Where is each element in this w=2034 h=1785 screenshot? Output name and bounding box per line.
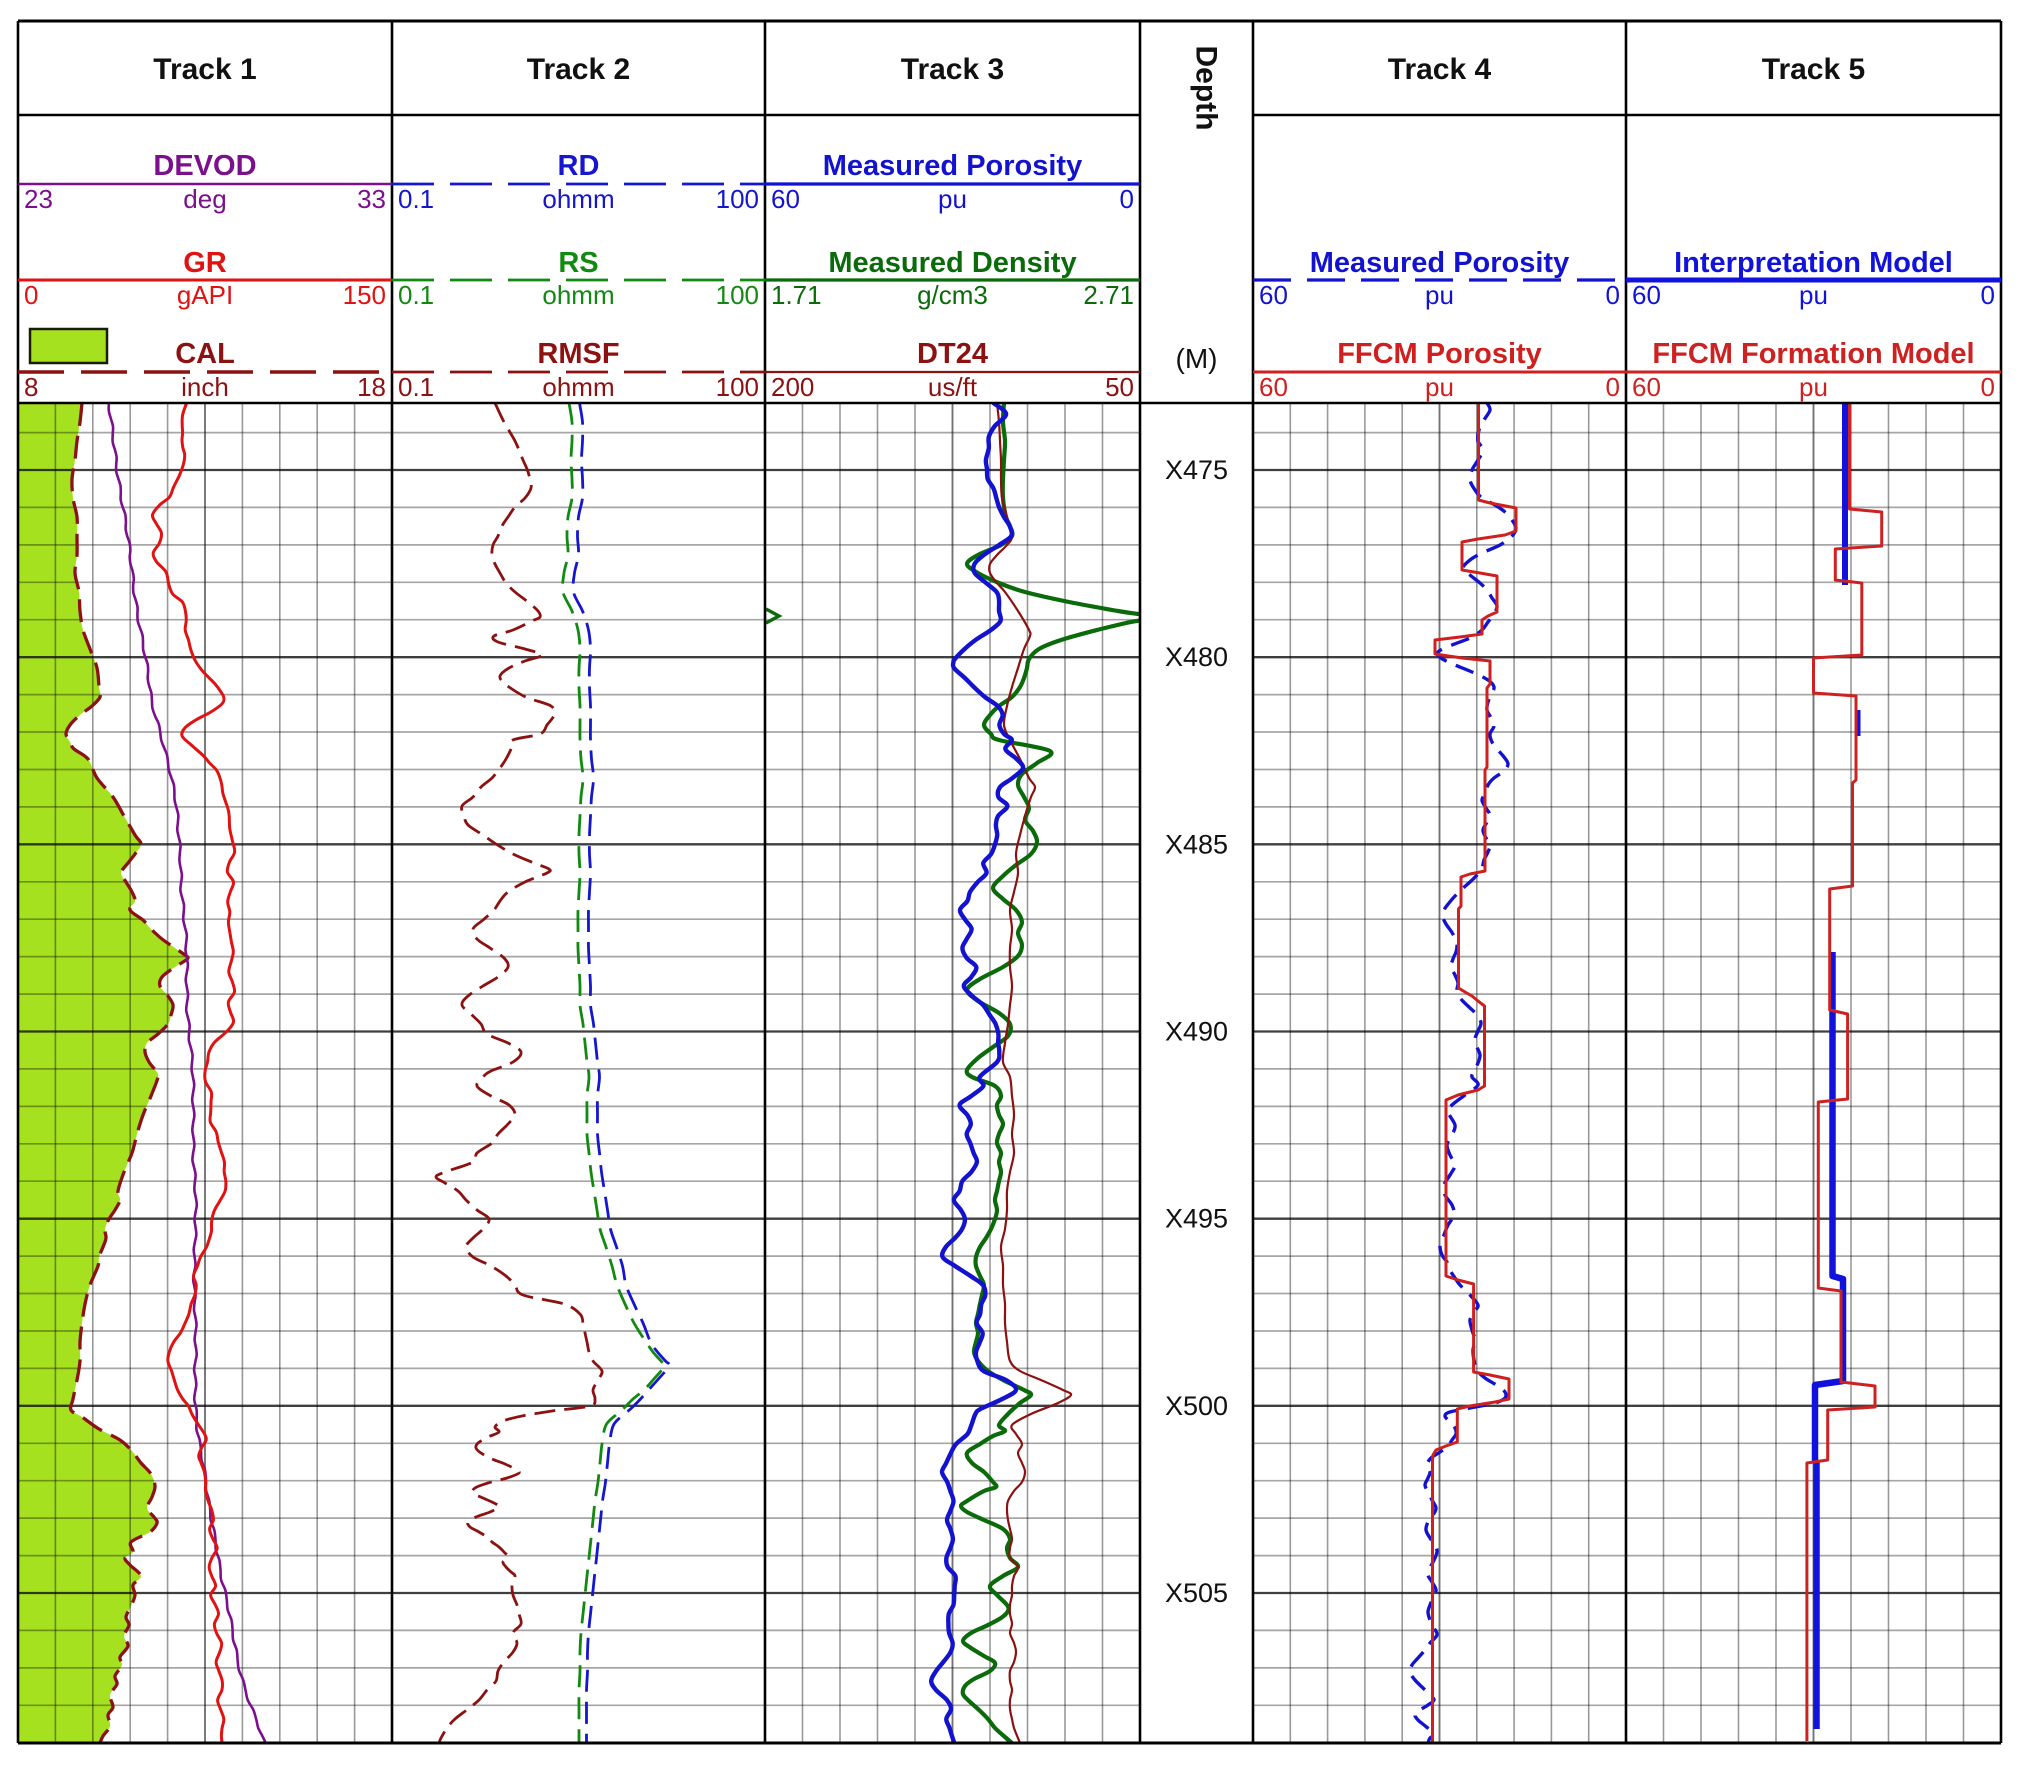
svg-text:Measured Porosity: Measured Porosity: [1310, 247, 1569, 279]
svg-text:ohmm: ohmm: [542, 184, 614, 214]
svg-text:Depth: Depth: [1190, 46, 1223, 131]
svg-text:200: 200: [771, 372, 814, 402]
svg-text:0: 0: [1606, 280, 1620, 310]
svg-text:18: 18: [357, 372, 386, 402]
svg-text:0: 0: [1606, 372, 1620, 402]
svg-text:DT24: DT24: [917, 338, 988, 370]
svg-text:0: 0: [1981, 372, 1995, 402]
svg-text:Track 4: Track 4: [1388, 53, 1492, 86]
svg-text:60: 60: [1259, 372, 1288, 402]
svg-text:100: 100: [716, 184, 759, 214]
svg-text:2.71: 2.71: [1083, 280, 1134, 310]
svg-text:pu: pu: [1799, 280, 1828, 310]
svg-text:FFCM Formation Model: FFCM Formation Model: [1652, 338, 1974, 370]
svg-text:X490: X490: [1165, 1017, 1228, 1047]
svg-text:X480: X480: [1165, 642, 1228, 672]
svg-text:Interpretation Model: Interpretation Model: [1674, 247, 1953, 279]
svg-text:Track 5: Track 5: [1762, 53, 1865, 86]
svg-text:X500: X500: [1165, 1391, 1228, 1421]
svg-text:0: 0: [1981, 280, 1995, 310]
svg-text:FFCM Porosity: FFCM Porosity: [1337, 338, 1542, 370]
svg-text:60: 60: [771, 184, 800, 214]
svg-text:RD: RD: [558, 150, 600, 182]
svg-text:X485: X485: [1165, 829, 1228, 859]
svg-text:60: 60: [1632, 280, 1661, 310]
svg-text:GR: GR: [183, 247, 227, 279]
svg-text:Measured Porosity: Measured Porosity: [823, 150, 1082, 182]
svg-text:(M): (M): [1176, 343, 1218, 374]
svg-text:100: 100: [716, 280, 759, 310]
svg-text:ohmm: ohmm: [542, 280, 614, 310]
svg-text:0.1: 0.1: [398, 184, 434, 214]
svg-text:DEVOD: DEVOD: [153, 150, 256, 182]
svg-text:50: 50: [1105, 372, 1134, 402]
svg-text:33: 33: [357, 184, 386, 214]
svg-text:0.1: 0.1: [398, 280, 434, 310]
svg-text:60: 60: [1259, 280, 1288, 310]
svg-text:Track 3: Track 3: [901, 53, 1004, 86]
svg-text:CAL: CAL: [175, 338, 235, 370]
svg-text:100: 100: [716, 372, 759, 402]
svg-text:ohmm: ohmm: [542, 372, 614, 402]
svg-text:inch: inch: [181, 372, 229, 402]
svg-text:150: 150: [343, 280, 386, 310]
svg-text:Measured Density: Measured Density: [828, 247, 1076, 279]
svg-text:g/cm3: g/cm3: [917, 280, 988, 310]
svg-text:0.1: 0.1: [398, 372, 434, 402]
svg-text:pu: pu: [1425, 372, 1454, 402]
svg-text:0: 0: [1120, 184, 1134, 214]
svg-text:pu: pu: [1425, 280, 1454, 310]
svg-text:gAPI: gAPI: [177, 280, 233, 310]
svg-text:1.71: 1.71: [771, 280, 822, 310]
svg-text:Track 2: Track 2: [527, 53, 630, 86]
svg-text:0: 0: [24, 280, 38, 310]
svg-text:X475: X475: [1165, 455, 1228, 485]
svg-text:Track 1: Track 1: [153, 53, 256, 86]
svg-text:RMSF: RMSF: [537, 338, 619, 370]
svg-text:23: 23: [24, 184, 53, 214]
svg-text:RS: RS: [558, 247, 598, 279]
svg-text:60: 60: [1632, 372, 1661, 402]
svg-text:pu: pu: [938, 184, 967, 214]
svg-text:us/ft: us/ft: [928, 372, 978, 402]
svg-text:X505: X505: [1165, 1578, 1228, 1608]
svg-text:X495: X495: [1165, 1204, 1228, 1234]
svg-text:8: 8: [24, 372, 38, 402]
svg-text:pu: pu: [1799, 372, 1828, 402]
svg-text:deg: deg: [183, 184, 226, 214]
